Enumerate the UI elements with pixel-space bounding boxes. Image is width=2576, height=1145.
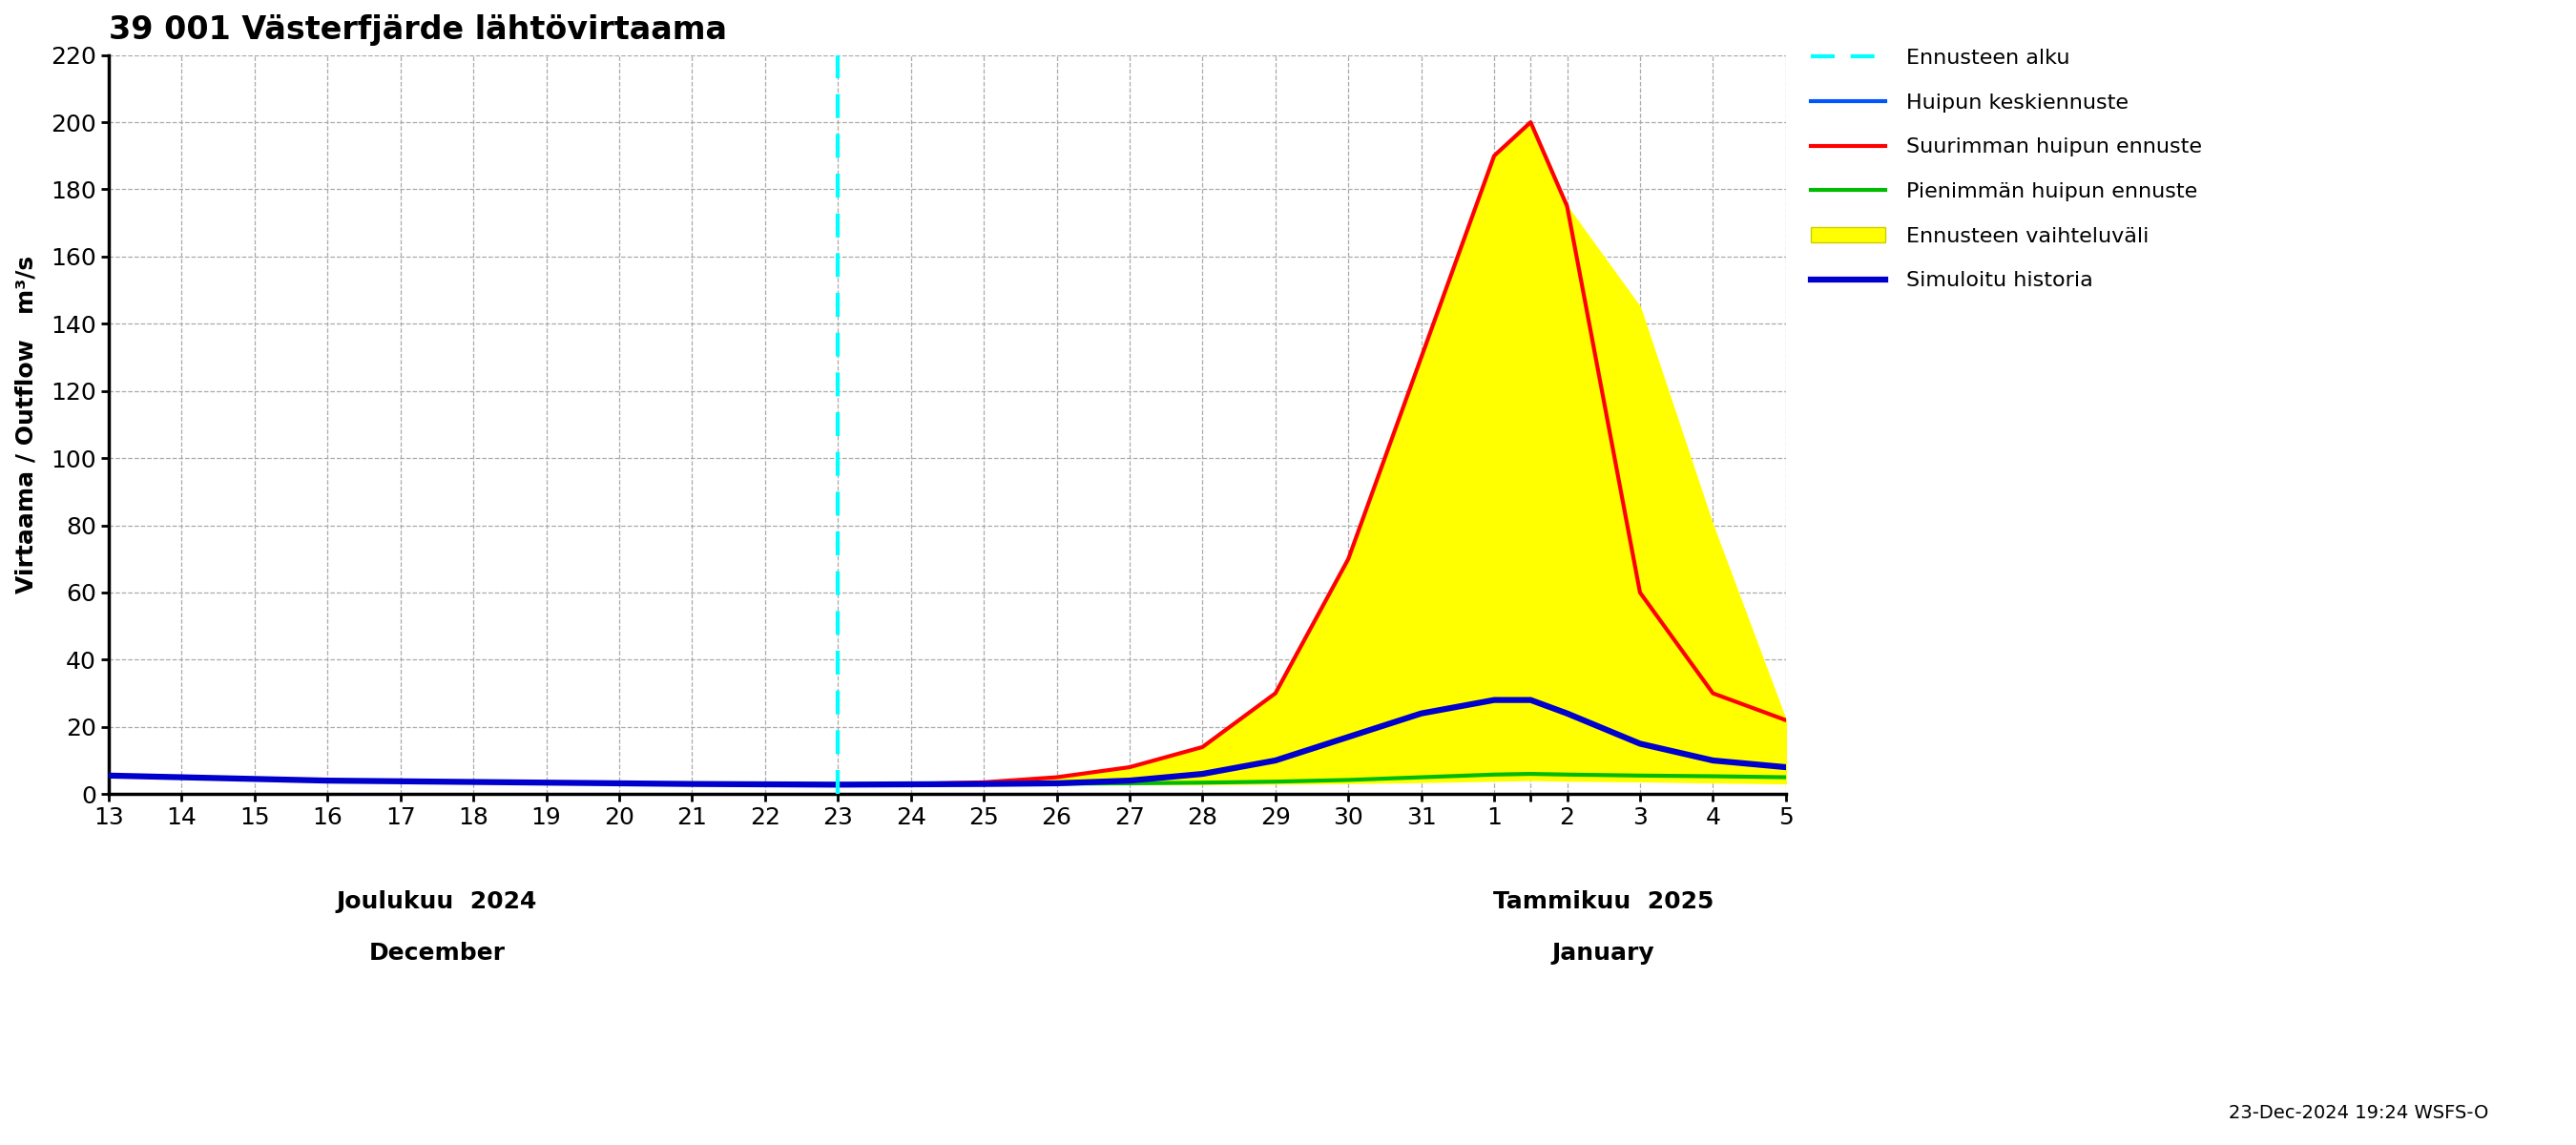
Text: 39 001 Västerfjärde lähtövirtaama: 39 001 Västerfjärde lähtövirtaama — [108, 14, 726, 46]
Legend: Ennusteen alku, Huipun keskiennuste, Suurimman huipun ennuste, Pienimmän huipun : Ennusteen alku, Huipun keskiennuste, Suu… — [1803, 40, 2210, 299]
Text: Tammikuu  2025: Tammikuu 2025 — [1494, 890, 1713, 913]
Text: December: December — [368, 942, 505, 965]
Text: Joulukuu  2024: Joulukuu 2024 — [337, 890, 538, 913]
Y-axis label: Virtaama / Outflow   m³/s: Virtaama / Outflow m³/s — [15, 255, 36, 593]
Text: January: January — [1553, 942, 1654, 965]
Text: 23-Dec-2024 19:24 WSFS-O: 23-Dec-2024 19:24 WSFS-O — [2228, 1104, 2488, 1122]
